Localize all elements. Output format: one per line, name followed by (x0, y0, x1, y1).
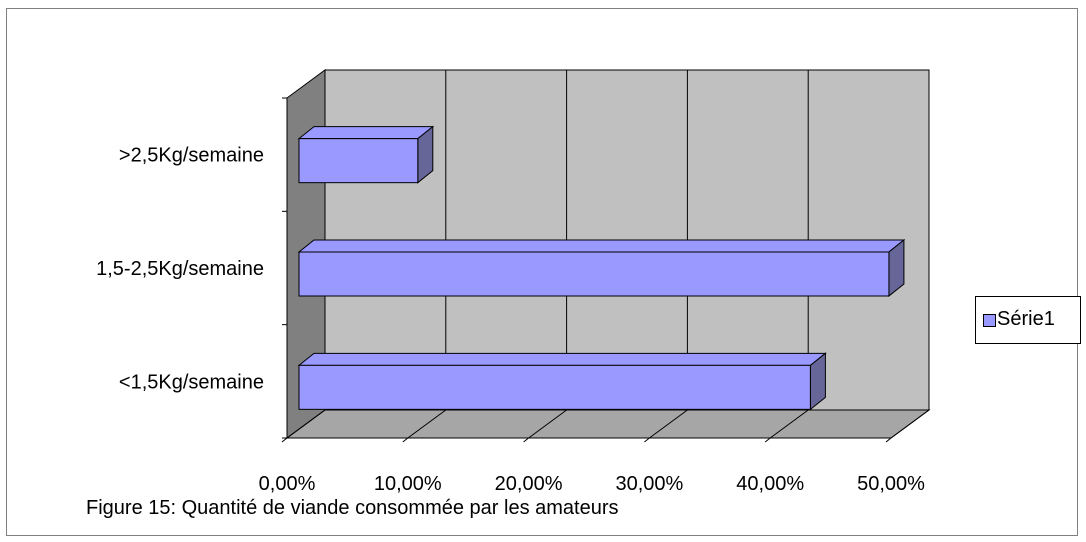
legend-label: Série1 (997, 308, 1055, 330)
bar-top (297, 126, 435, 140)
floor-gridline (649, 409, 688, 439)
legend: Série1 (975, 296, 1081, 344)
bar-top (297, 352, 827, 366)
y-tick-label: <1,5Kg/semaine (119, 371, 264, 393)
x-tick-label: 50,00% (857, 473, 925, 495)
floor-gridline (407, 409, 447, 439)
floor-gridline (890, 409, 930, 439)
y-tick-label: 1,5-2,5Kg/semaine (96, 258, 264, 280)
bar-top (297, 239, 906, 253)
bar (298, 251, 890, 297)
legend-swatch (983, 314, 996, 327)
x-tick (523, 437, 529, 443)
x-tick-label: 20,00% (495, 473, 563, 495)
x-tick-label: 30,00% (615, 473, 683, 495)
chart-frame (6, 8, 1078, 536)
bar (298, 138, 419, 184)
x-tick (764, 437, 771, 443)
floor-gridline (528, 409, 567, 439)
x-tick (281, 437, 288, 443)
floor-gridline (286, 409, 326, 439)
x-tick-label: 10,00% (374, 473, 442, 495)
figure-caption: Figure 15: Quantité de viande consommée … (86, 497, 619, 519)
floor-gridline (769, 409, 809, 439)
bar (298, 364, 811, 410)
x-tick-label: 40,00% (736, 473, 804, 495)
x-tick (644, 437, 650, 443)
x-tick-label: 0,00% (259, 473, 316, 495)
x-tick (402, 437, 409, 443)
floor (285, 409, 931, 439)
y-tick-label: >2,5Kg/semaine (119, 145, 264, 167)
x-tick (885, 437, 892, 443)
